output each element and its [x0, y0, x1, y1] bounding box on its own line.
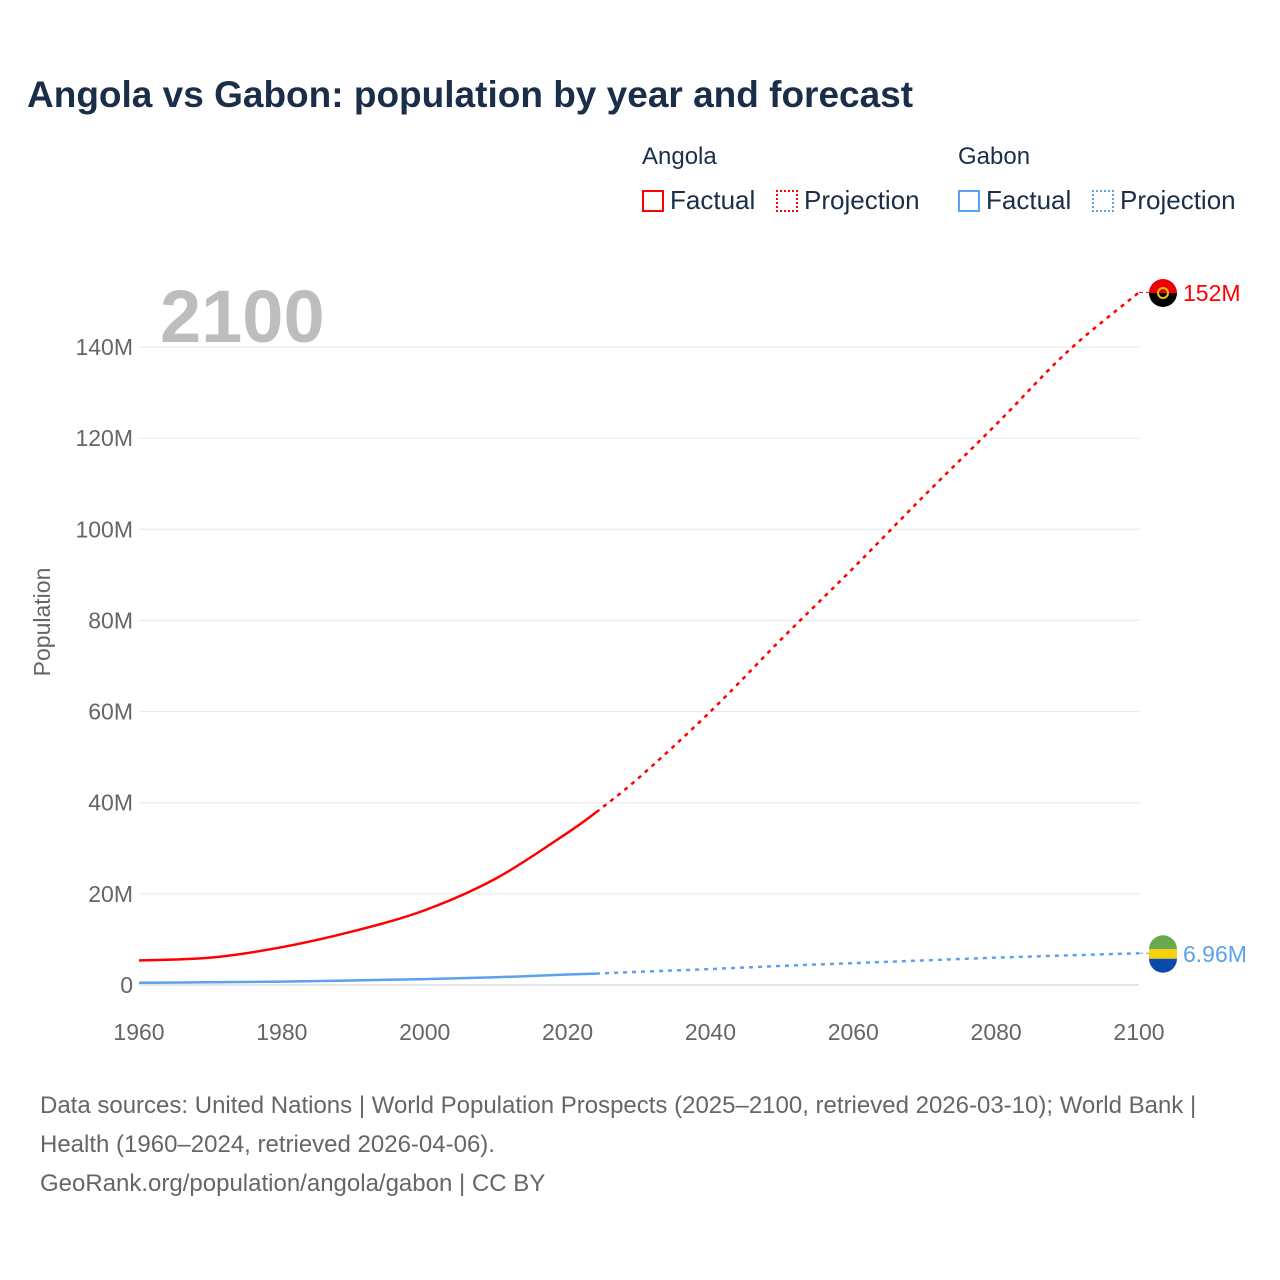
x-tick-label: 2100 [1113, 1019, 1164, 1045]
angola-emblem-icon [1157, 287, 1169, 299]
angola-end-label: 152M [1183, 280, 1241, 306]
y-tick-label: 20M [88, 881, 133, 907]
gabon-projection-line [596, 952, 1140, 975]
data-sources: Data sources: United Nations | World Pop… [40, 1092, 1197, 1158]
legend-label: Factual [670, 185, 756, 215]
legend-group-gabon: Gabon [958, 143, 1031, 170]
y-tick-label: 100M [75, 516, 133, 542]
gabon-flag-icon [1149, 935, 1178, 950]
angola-flag-icon [1149, 279, 1177, 293]
x-tick-label: 1980 [256, 1019, 307, 1045]
legend-label: Factual [986, 185, 1072, 215]
legend-group-angola: Angola [642, 143, 717, 170]
y-axis-label: Population [29, 568, 55, 677]
legend-gabon-projection[interactable]: Projection [1092, 185, 1236, 216]
legend-swatch-dotted [1092, 189, 1114, 212]
y-tick-label: 140M [75, 334, 133, 360]
x-tick-label: 2000 [399, 1019, 450, 1045]
legend-label: Projection [804, 185, 920, 215]
legend-gabon-factual[interactable]: Factual [958, 185, 1071, 216]
legend-label: Projection [1120, 185, 1236, 215]
gabon-factual-line [138, 972, 597, 984]
chart-title: Angola vs Gabon: population by year and … [27, 74, 914, 115]
y-tick-label: 80M [88, 607, 133, 633]
y-tick-label: 120M [75, 425, 133, 451]
x-tick-label: 2080 [971, 1019, 1022, 1045]
legend-swatch-dotted [776, 189, 798, 212]
footer: Data sources: United Nations | World Pop… [40, 1086, 1240, 1203]
angola-projection-line [595, 291, 1140, 814]
y-tick-label: 40M [88, 790, 133, 816]
gabon-end-label: 6.96M [1183, 941, 1247, 967]
angola-factual-line [138, 811, 597, 962]
x-tick-label: 2060 [828, 1019, 879, 1045]
x-tick-label: 2020 [542, 1019, 593, 1045]
credit-link[interactable]: GeoRank.org/population/angola/gabon | CC… [40, 1170, 546, 1197]
y-tick-label: 0 [120, 972, 133, 998]
legend-swatch-solid [642, 189, 664, 212]
legend-angola-projection[interactable]: Projection [776, 185, 920, 216]
x-tick-label: 1960 [113, 1019, 164, 1045]
legend-angola-factual[interactable]: Factual [642, 185, 755, 216]
gabon-flag-icon [1149, 958, 1178, 973]
gabon-flag-icon [1149, 949, 1177, 959]
x-tick-label: 2040 [685, 1019, 736, 1045]
angola-flag-icon [1149, 293, 1177, 307]
y-tick-label: 60M [88, 699, 133, 725]
year-watermark: 2100 [160, 275, 325, 358]
legend-swatch-solid [958, 189, 980, 212]
